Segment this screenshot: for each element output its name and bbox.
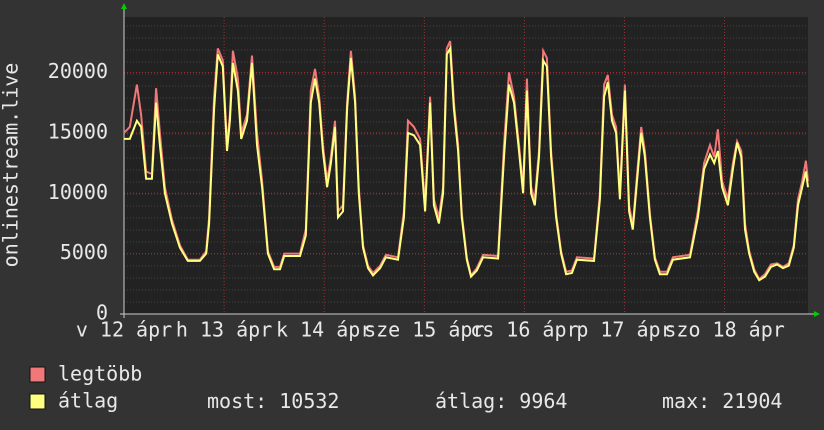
stat: most: 10532	[207, 389, 339, 413]
stat-label: max:	[662, 389, 710, 413]
y-tick-label: 20000	[48, 59, 108, 83]
stat-value: 10532	[279, 389, 339, 413]
axis-arrow	[814, 311, 820, 317]
stat-label: most:	[207, 389, 267, 413]
legend-swatch	[29, 393, 46, 410]
legend-swatch	[29, 366, 46, 383]
y-axis-label: onlinestream.live	[0, 63, 23, 268]
x-tick-label: p 17 ápr	[576, 318, 672, 342]
axis-arrow	[121, 3, 127, 9]
x-tick-label: v 12 ápr	[76, 318, 172, 342]
y-tick-label: 0	[96, 301, 108, 325]
x-tick-label: cs 16 ápr	[470, 318, 578, 342]
y-tick-label: 15000	[48, 119, 108, 143]
x-tick-label: k 14 ápr	[276, 318, 372, 342]
y-tick-label: 5000	[60, 240, 108, 264]
legend-label: átlag	[58, 389, 118, 413]
x-tick-label: h 13 ápr	[176, 318, 272, 342]
x-tick-label: sze 15 ápr	[364, 318, 484, 342]
stat-value: 21904	[722, 389, 782, 413]
stat: max: 21904	[662, 389, 782, 413]
series-line	[124, 44, 809, 282]
stat-value: 9964	[519, 389, 567, 413]
y-tick-label: 10000	[48, 180, 108, 204]
x-tick-label: szo 18 ápr	[664, 318, 784, 342]
stat-label: átlag:	[435, 389, 507, 413]
plot-area	[124, 17, 808, 314]
legend-label: legtöbb	[58, 362, 142, 386]
stat: átlag: 9964	[435, 389, 567, 413]
